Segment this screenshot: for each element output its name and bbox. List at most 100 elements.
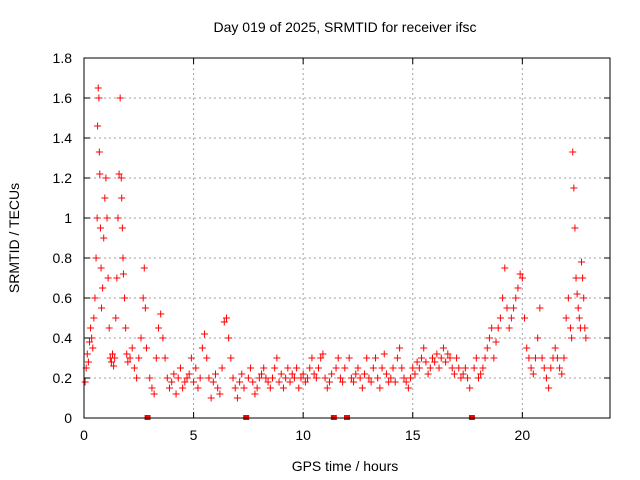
data-point [198, 344, 206, 352]
data-point [92, 254, 100, 262]
y-tick-label: 0.2 [53, 370, 73, 386]
data-point [98, 304, 106, 312]
data-point [113, 274, 121, 282]
data-point [244, 374, 252, 382]
data-point [404, 384, 412, 392]
data-point [176, 364, 184, 372]
data-point [227, 354, 235, 362]
y-tick-label: 0.8 [53, 250, 73, 266]
data-point [301, 378, 309, 386]
data-point [233, 394, 241, 402]
data-point [315, 364, 323, 372]
data-point [393, 354, 401, 362]
data-point [558, 370, 566, 378]
x-tick-label: 5 [190, 427, 198, 443]
data-point [187, 354, 195, 362]
data-point [165, 384, 173, 392]
data-point [481, 354, 489, 362]
data-point [573, 290, 581, 298]
y-tick-label: 0.6 [53, 290, 73, 306]
data-point [516, 270, 524, 278]
data-point [579, 274, 587, 282]
data-point [203, 354, 211, 362]
data-point [453, 354, 461, 362]
data-point [123, 350, 131, 358]
data-point [529, 370, 537, 378]
data-point [439, 344, 447, 352]
data-point [409, 364, 417, 372]
data-point [293, 364, 301, 372]
data-point [268, 374, 276, 382]
chart-title: Day 019 of 2025, SRMTID for receiver ifs… [214, 19, 477, 35]
data-point [317, 354, 325, 362]
data-point [212, 370, 219, 378]
data-point [102, 174, 110, 182]
data-point [118, 194, 126, 202]
data-point [168, 378, 176, 386]
data-point [146, 374, 154, 382]
data-point [492, 338, 500, 346]
data-point [415, 364, 423, 372]
data-point [308, 354, 316, 362]
data-point [341, 364, 349, 372]
data-point [321, 374, 329, 382]
data-point [119, 270, 127, 278]
data-point [135, 354, 143, 362]
data-point [380, 350, 388, 358]
data-point [93, 214, 101, 222]
data-point [503, 304, 511, 312]
data-point [100, 234, 108, 242]
data-point [115, 170, 123, 178]
data-point [103, 214, 111, 222]
data-point [332, 364, 340, 372]
data-point [387, 374, 395, 382]
data-point [365, 374, 373, 382]
data-point [122, 324, 130, 332]
data-point [190, 378, 198, 386]
data-point [572, 274, 580, 282]
data-point [249, 378, 257, 386]
data-point [240, 384, 248, 392]
data-point [260, 364, 268, 372]
data-point [568, 334, 576, 342]
data-point [389, 364, 397, 372]
data-point [97, 264, 105, 272]
y-tick-label: 1.2 [53, 170, 73, 186]
data-point [551, 344, 559, 352]
data-point [94, 122, 102, 130]
data-point [91, 294, 99, 302]
data-point [369, 364, 377, 372]
data-point [354, 364, 362, 372]
data-point [378, 364, 386, 372]
data-point [475, 374, 482, 382]
y-tick-label: 0 [64, 410, 72, 426]
data-point [422, 358, 430, 366]
data-point [553, 354, 561, 362]
data-point [385, 378, 393, 386]
data-point [152, 354, 160, 362]
data-point [284, 364, 292, 372]
data-point [560, 354, 568, 362]
data-point [264, 378, 272, 386]
data-point [347, 374, 355, 382]
y-tick-label: 1 [64, 210, 72, 226]
data-point [231, 384, 239, 392]
data-point [218, 364, 226, 372]
x-tick-label: 15 [405, 427, 421, 443]
data-point [96, 170, 104, 178]
data-point [356, 374, 364, 382]
data-point [525, 354, 533, 362]
data-point [350, 378, 358, 386]
data-point [148, 384, 156, 392]
data-point [185, 370, 193, 378]
data-point [170, 370, 178, 378]
data-point [277, 370, 285, 378]
data-point [444, 350, 452, 358]
data-point [251, 390, 259, 398]
data-point [518, 274, 526, 282]
data-point [433, 350, 441, 358]
data-point [413, 358, 421, 366]
data-point [304, 374, 312, 382]
data-point [505, 324, 513, 332]
data-point [142, 344, 150, 352]
